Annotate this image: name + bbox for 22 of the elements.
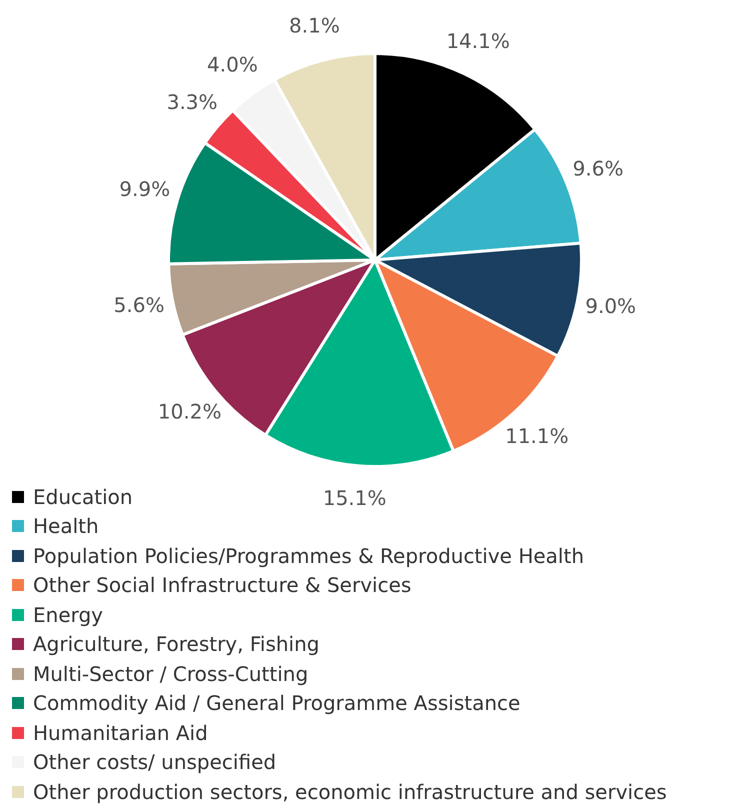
data-label: 9.6% [572,156,624,180]
data-label: 8.1% [289,13,340,38]
data-label: 11.1% [505,424,569,448]
legend-label: Other costs/ unspecified [33,750,276,774]
legend-label: Population Policies/Programmes & Reproductive Health [33,544,584,568]
legend-label: Energy [33,602,104,627]
data-label: 4.0% [207,52,258,77]
legend-label: Commodity Aid / General Programme Assistance [33,691,520,716]
legend-label: Agriculture, Forestry, Fishing [33,632,320,656]
data-label: 9.9% [119,176,170,201]
legend-label: Education [33,484,133,509]
legend-label: Multi-Sector / Cross-Cutting [33,662,308,686]
legend-label: Other Social Infrastructure & Services [33,573,412,598]
data-label: 5.6% [114,292,164,317]
data-label: 10.2% [158,400,222,424]
data-label: 14.1% [446,28,510,53]
data-label: 15.1% [322,486,386,510]
data-label: 3.3% [166,90,218,114]
data-label: 9.0% [585,294,636,318]
legend-label: Humanitarian Aid [33,720,208,745]
legend-label: Other production sectors, economic infrastructure and services [33,780,667,804]
legend-label: Health [33,514,99,538]
